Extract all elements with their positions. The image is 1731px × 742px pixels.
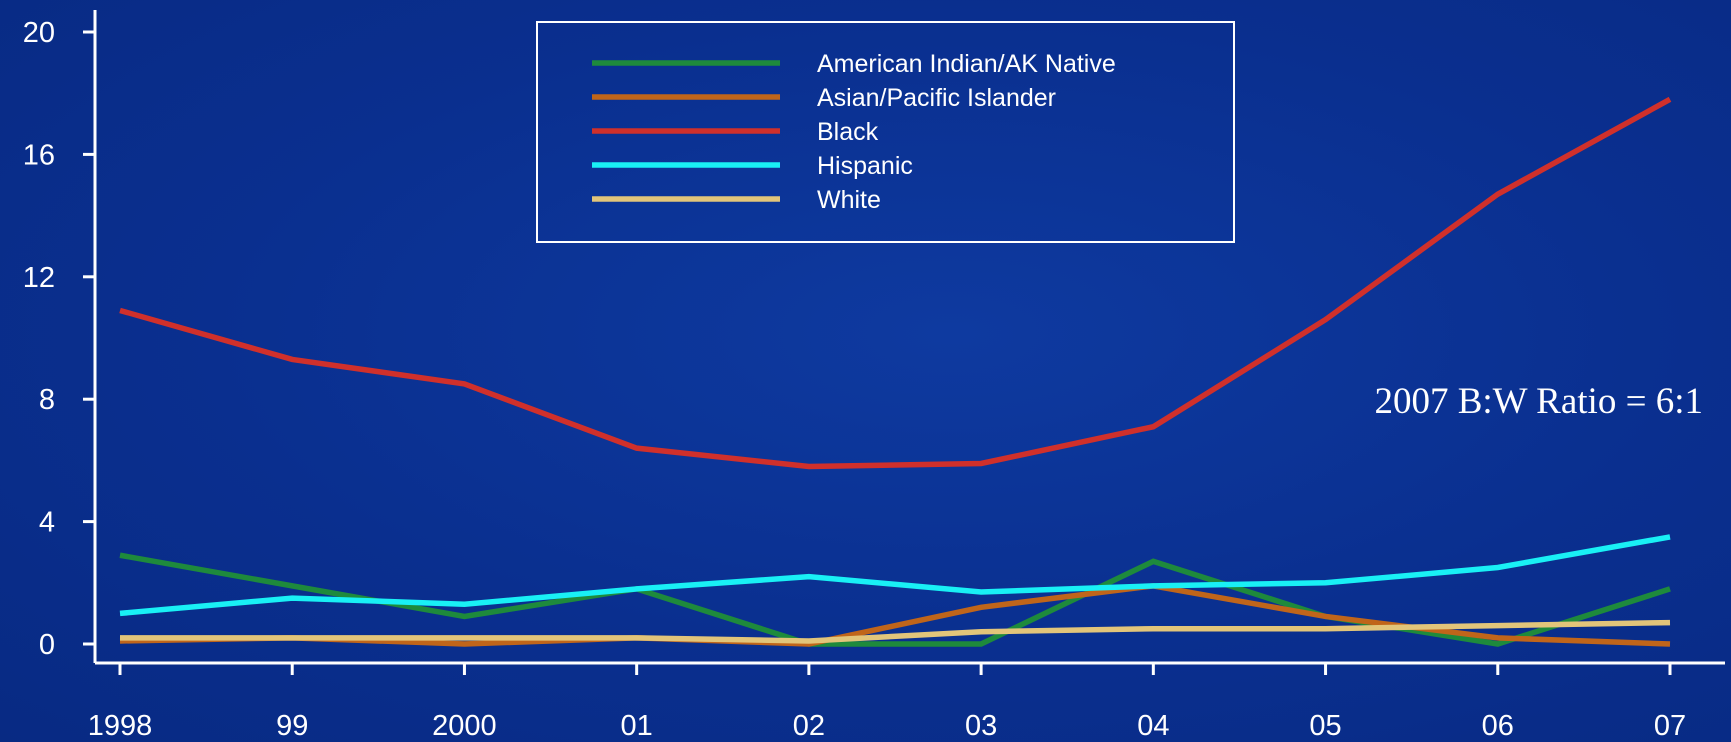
legend-box xyxy=(536,21,1235,243)
x-tick-label: 01 xyxy=(621,710,653,742)
y-tick-label: 8 xyxy=(39,384,55,416)
x-tick-label: 2000 xyxy=(432,710,497,742)
series-line-4 xyxy=(120,619,1671,644)
x-tick-label: 07 xyxy=(1654,710,1686,742)
y-tick-label: 20 xyxy=(23,17,55,49)
x-tick-label: 99 xyxy=(276,710,308,742)
x-tick-label: 1998 xyxy=(88,710,153,742)
x-tick-label: 03 xyxy=(965,710,997,742)
x-tick-label: 05 xyxy=(1309,710,1341,742)
x-tick-label: 04 xyxy=(1137,710,1169,742)
x-tick-label: 02 xyxy=(793,710,825,742)
legend-label: Hispanic xyxy=(817,152,913,180)
x-tick-label: 06 xyxy=(1482,710,1514,742)
legend-label: Black xyxy=(817,118,879,146)
legend-label: White xyxy=(817,186,881,214)
annotation-ratio: 2007 B:W Ratio = 6:1 xyxy=(1374,381,1703,422)
y-tick-label: 4 xyxy=(39,507,55,539)
series-lines xyxy=(119,96,1672,647)
legend-label: Asian/Pacific Islander xyxy=(817,84,1056,112)
y-tick-label: 16 xyxy=(23,139,55,171)
series-line-2 xyxy=(119,96,1672,470)
legend: American Indian/AK Native Asian/Pacific I… xyxy=(536,21,1235,243)
series-line-3 xyxy=(119,534,1671,617)
legend-label: American Indian/AK Native xyxy=(817,50,1116,78)
y-tick-label: 0 xyxy=(39,629,55,661)
y-tick-label: 12 xyxy=(23,262,55,294)
